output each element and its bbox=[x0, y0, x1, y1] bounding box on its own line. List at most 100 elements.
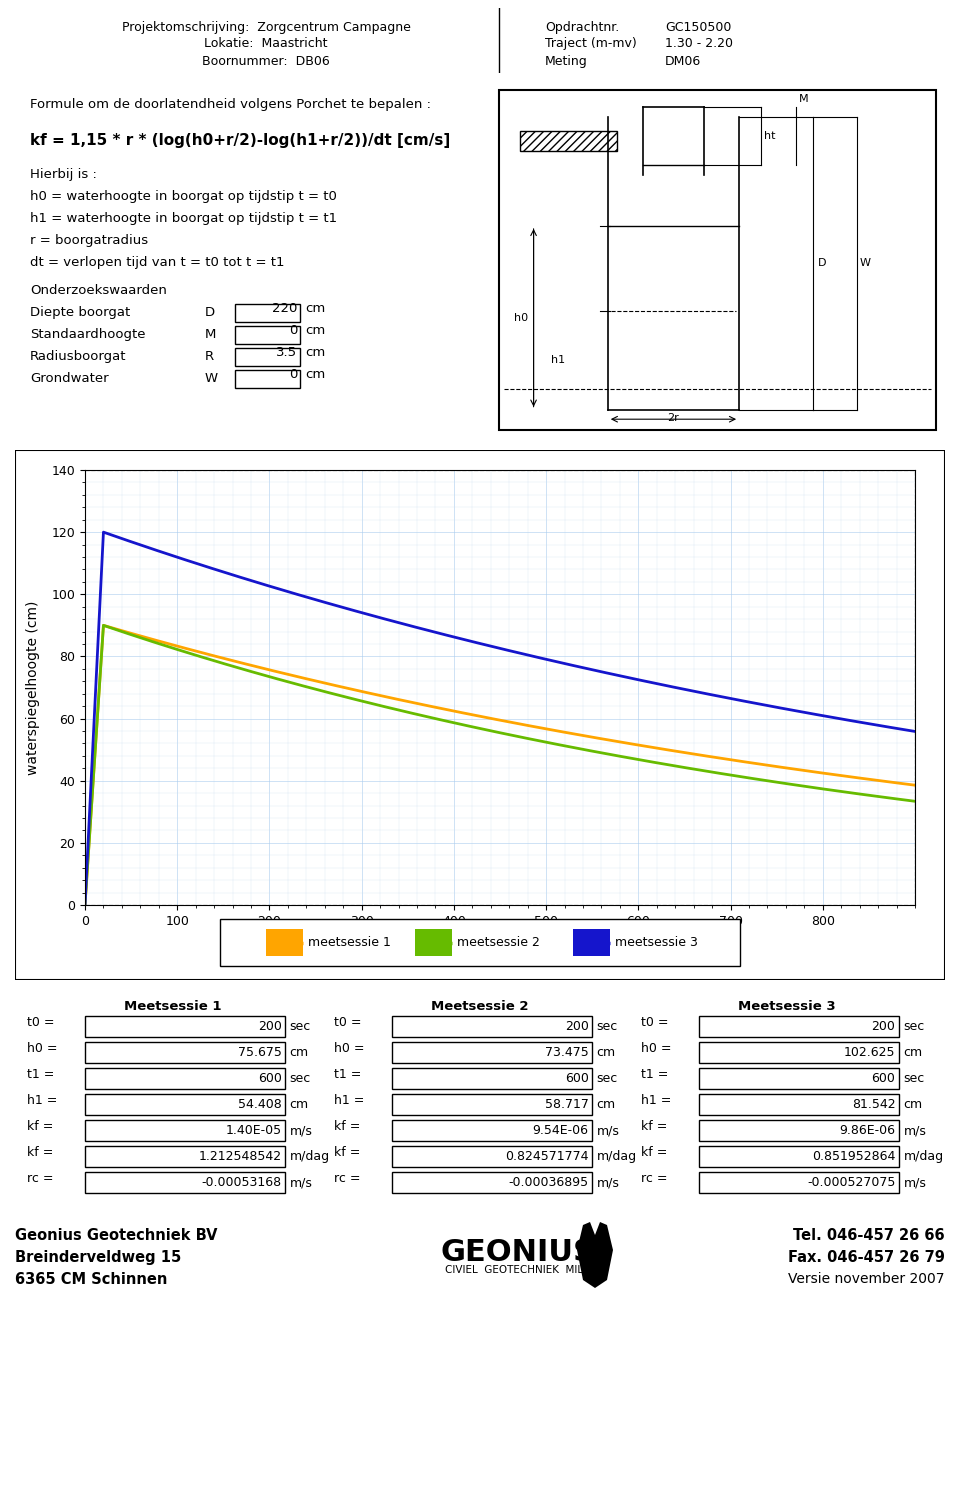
Text: t1 =: t1 = bbox=[334, 1068, 362, 1081]
Bar bbox=[498, 91, 936, 431]
PathPatch shape bbox=[577, 1222, 613, 1287]
Text: -0.00053168: -0.00053168 bbox=[202, 1176, 281, 1189]
Text: t0 =: t0 = bbox=[641, 1016, 668, 1029]
Bar bbox=[235, 327, 300, 345]
Bar bbox=[699, 1094, 899, 1115]
Text: Lokatie:  Maastricht: Lokatie: Maastricht bbox=[204, 37, 328, 50]
Y-axis label: waterspiegelhoogte (cm): waterspiegelhoogte (cm) bbox=[26, 600, 40, 775]
Text: W: W bbox=[205, 373, 218, 385]
Text: cm: cm bbox=[290, 1045, 309, 1059]
Text: 1.40E-05: 1.40E-05 bbox=[226, 1124, 281, 1138]
Text: Opdrachtnr.: Opdrachtnr. bbox=[545, 21, 619, 34]
Bar bbox=[699, 1120, 899, 1140]
Bar bbox=[392, 1146, 591, 1167]
Bar bbox=[235, 370, 300, 388]
Bar bbox=[84, 1042, 285, 1063]
Text: Meetsessie 2: Meetsessie 2 bbox=[431, 999, 529, 1013]
Text: Boornummer:  DB06: Boornummer: DB06 bbox=[203, 55, 330, 68]
Text: kf = 1,15 * r * (log(h0+r/2)-log(h1+r/2))/dt [cm/s]: kf = 1,15 * r * (log(h0+r/2)-log(h1+r/2)… bbox=[30, 134, 450, 149]
Text: -0.00036895: -0.00036895 bbox=[509, 1176, 588, 1189]
Bar bbox=[392, 1120, 591, 1140]
Bar bbox=[84, 1120, 285, 1140]
Text: GEONIUS: GEONIUS bbox=[440, 1238, 595, 1267]
Bar bbox=[415, 928, 452, 956]
X-axis label: tijd (sec): tijd (sec) bbox=[462, 939, 538, 953]
Text: m/dag: m/dag bbox=[596, 1149, 636, 1163]
Text: kf =: kf = bbox=[641, 1120, 667, 1133]
Text: m/s: m/s bbox=[596, 1176, 619, 1189]
Text: 81.542: 81.542 bbox=[852, 1097, 896, 1111]
Text: 75.675: 75.675 bbox=[238, 1045, 281, 1059]
Text: W: W bbox=[860, 258, 871, 269]
Text: 54.408: 54.408 bbox=[238, 1097, 281, 1111]
Bar bbox=[699, 1068, 899, 1089]
Text: 0.851952864: 0.851952864 bbox=[812, 1149, 896, 1163]
Text: 102.625: 102.625 bbox=[844, 1045, 896, 1059]
Text: kf =: kf = bbox=[334, 1146, 361, 1158]
Text: h0 =: h0 = bbox=[641, 1042, 672, 1054]
Text: Diepte boorgat: Diepte boorgat bbox=[30, 306, 131, 319]
Text: -0.000527075: -0.000527075 bbox=[807, 1176, 896, 1189]
Text: 9.54E-06: 9.54E-06 bbox=[533, 1124, 588, 1138]
Text: 220: 220 bbox=[272, 303, 297, 315]
Text: m/s: m/s bbox=[903, 1176, 926, 1189]
Text: cm: cm bbox=[305, 368, 325, 382]
Text: cm: cm bbox=[596, 1045, 615, 1059]
Text: sec: sec bbox=[903, 1072, 924, 1086]
Text: kf =: kf = bbox=[27, 1120, 54, 1133]
Bar bbox=[699, 1016, 899, 1037]
Text: Radiusboorgat: Radiusboorgat bbox=[30, 350, 127, 362]
Text: sec: sec bbox=[596, 1020, 618, 1034]
Text: t1 =: t1 = bbox=[27, 1068, 55, 1081]
Text: h1 =: h1 = bbox=[334, 1094, 365, 1106]
Text: 600: 600 bbox=[872, 1072, 896, 1086]
Text: Formule om de doorlatendheid volgens Porchet te bepalen :: Formule om de doorlatendheid volgens Por… bbox=[30, 98, 431, 111]
Text: 0.824571774: 0.824571774 bbox=[505, 1149, 588, 1163]
Text: h1 =: h1 = bbox=[641, 1094, 671, 1106]
Text: 200: 200 bbox=[564, 1020, 588, 1034]
Bar bbox=[699, 1042, 899, 1063]
Text: rc =: rc = bbox=[27, 1172, 54, 1185]
Text: m/s: m/s bbox=[903, 1124, 926, 1138]
Bar bbox=[84, 1146, 285, 1167]
Text: R: R bbox=[205, 350, 214, 362]
Text: ht: ht bbox=[764, 131, 776, 141]
Bar bbox=[392, 1042, 591, 1063]
Text: sec: sec bbox=[903, 1020, 924, 1034]
Text: Geonius Geotechniek BV: Geonius Geotechniek BV bbox=[15, 1228, 218, 1243]
Bar bbox=[573, 928, 611, 956]
Text: m/s: m/s bbox=[290, 1124, 313, 1138]
Bar bbox=[84, 1016, 285, 1037]
Text: h1 = waterhoogte in boorgat op tijdstip t = t1: h1 = waterhoogte in boorgat op tijdstip … bbox=[30, 212, 337, 226]
Text: t0 =: t0 = bbox=[27, 1016, 55, 1029]
Text: cm: cm bbox=[305, 325, 325, 337]
Text: rc =: rc = bbox=[334, 1172, 361, 1185]
Text: Meetsessie 1: Meetsessie 1 bbox=[125, 999, 222, 1013]
Bar bbox=[520, 131, 616, 151]
Text: Traject (m-mv): Traject (m-mv) bbox=[545, 37, 636, 50]
Text: 200: 200 bbox=[258, 1020, 281, 1034]
Text: Hierbij is :: Hierbij is : bbox=[30, 168, 97, 181]
Bar bbox=[392, 1172, 591, 1192]
Text: 600: 600 bbox=[564, 1072, 588, 1086]
Text: M: M bbox=[205, 328, 216, 342]
Text: 0: 0 bbox=[289, 368, 297, 382]
Text: Standaardhoogte: Standaardhoogte bbox=[30, 328, 146, 342]
Bar bbox=[84, 1172, 285, 1192]
Text: cm: cm bbox=[903, 1045, 923, 1059]
Text: cm: cm bbox=[290, 1097, 309, 1111]
Text: D: D bbox=[205, 306, 215, 319]
Text: 3.5: 3.5 bbox=[276, 346, 297, 359]
Text: 6365 CM Schinnen: 6365 CM Schinnen bbox=[15, 1273, 167, 1287]
Text: h0 = waterhoogte in boorgat op tijdstip t = t0: h0 = waterhoogte in boorgat op tijdstip … bbox=[30, 190, 337, 203]
Text: CIVIEL  GEOTECHNIEK  MILIEU: CIVIEL GEOTECHNIEK MILIEU bbox=[445, 1265, 600, 1276]
Bar bbox=[220, 919, 740, 965]
Bar bbox=[699, 1146, 899, 1167]
Text: 1.212548542: 1.212548542 bbox=[199, 1149, 281, 1163]
Text: meetsessie 2: meetsessie 2 bbox=[457, 936, 540, 949]
Text: rc =: rc = bbox=[641, 1172, 667, 1185]
Text: DM06: DM06 bbox=[665, 55, 702, 68]
Text: meetsessie 1: meetsessie 1 bbox=[308, 936, 391, 949]
Text: Grondwater: Grondwater bbox=[30, 373, 108, 385]
Text: sec: sec bbox=[290, 1020, 311, 1034]
